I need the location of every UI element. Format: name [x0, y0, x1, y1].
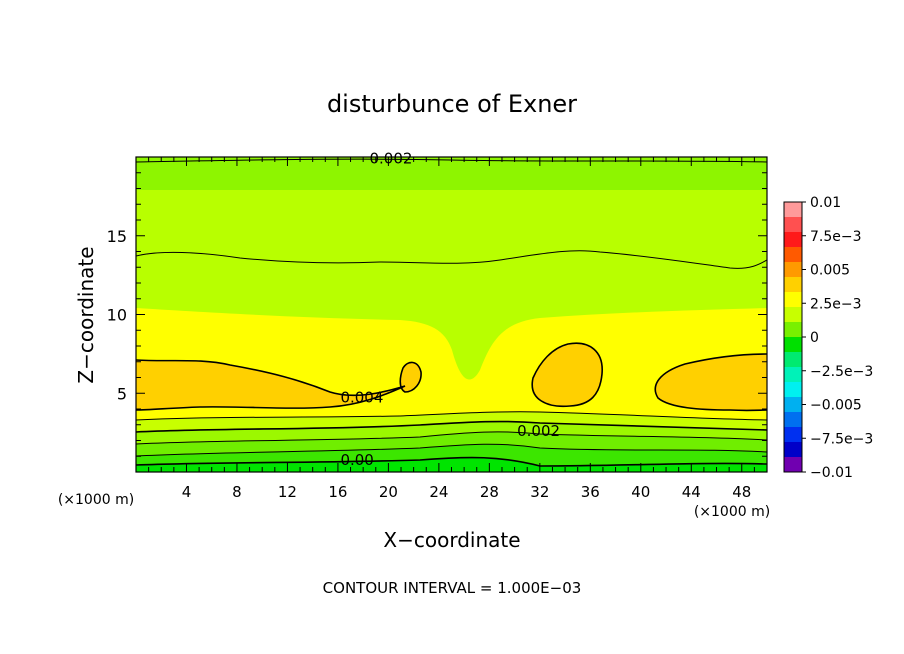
colorbar-label: −7.5e−3	[810, 431, 873, 447]
contour-label: 0.002	[369, 149, 412, 167]
chart-title: disturbunce of Exner	[327, 90, 577, 118]
x-tick-label: 16	[328, 483, 347, 501]
colorbar-swatch	[784, 412, 802, 428]
colorbar-swatch	[784, 202, 802, 218]
colorbar-label: −2.5e−3	[810, 364, 873, 380]
colorbar-swatch	[784, 262, 802, 278]
colorbar-swatch	[784, 247, 802, 263]
contour-label: 0.00	[340, 451, 373, 469]
colorbar-label: −0.01	[810, 465, 853, 481]
x-tick-label: 44	[682, 483, 701, 501]
y-tick-label: 5	[117, 384, 127, 403]
colorbar-swatch	[784, 337, 802, 353]
colorbar-swatch	[784, 427, 802, 443]
colorbar-swatch	[784, 352, 802, 368]
colorbar-swatch	[784, 232, 802, 248]
colorbar-swatch	[784, 457, 802, 473]
contour-interval-footer: CONTOUR INTERVAL = 1.000E−03	[323, 579, 582, 597]
x-axis-ticks: 4 8 12 16 20 24 28 32 36 40 44 48	[182, 483, 752, 501]
x-axis-unit: (×1000 m)	[694, 504, 770, 520]
x-tick-label: 36	[581, 483, 600, 501]
colorbar-label: 0.01	[810, 195, 841, 211]
x-tick-label: 12	[278, 483, 297, 501]
colorbar-label: 2.5e−3	[810, 296, 862, 312]
x-tick-label: 24	[429, 483, 448, 501]
y-axis-label: Z−coordinate	[74, 246, 98, 383]
colorbar-swatch	[784, 292, 802, 308]
colorbar-labels: 0.01 7.5e−3 0.005 2.5e−3 0 −2.5e−3 −0.005 −7.5e…	[802, 195, 873, 481]
colorbar-label: 0	[810, 330, 819, 346]
colorbar-swatch	[784, 277, 802, 293]
x-tick-label: 4	[182, 483, 192, 501]
x-tick-label: 32	[530, 483, 549, 501]
x-tick-label: 28	[480, 483, 499, 501]
colorbar-swatch	[784, 397, 802, 413]
x-axis-label: X−coordinate	[383, 528, 520, 552]
y-axis-unit: (×1000 m)	[58, 492, 134, 508]
y-axis-ticks: 5 10 15	[107, 227, 127, 404]
colorbar	[783, 201, 803, 473]
x-tick-label: 48	[732, 483, 751, 501]
colorbar-swatch	[784, 307, 802, 323]
contour-field	[136, 157, 767, 472]
x-tick-label: 20	[379, 483, 398, 501]
colorbar-label: 7.5e−3	[810, 229, 862, 245]
colorbar-swatch	[784, 367, 802, 383]
contour-label: 0.004	[340, 389, 383, 407]
x-tick-label: 40	[631, 483, 650, 501]
colorbar-swatch	[784, 382, 802, 398]
colorbar-label: 0.005	[810, 263, 850, 279]
x-tick-label: 8	[232, 483, 242, 501]
contour-label: 0.002	[517, 422, 560, 440]
contour-labels: 0.002 0.004 0.002 0.00	[340, 149, 560, 469]
y-tick-label: 10	[107, 306, 127, 325]
contour-lines	[136, 158, 767, 467]
colorbar-swatch	[784, 442, 802, 458]
colorbar-label: −0.005	[810, 398, 862, 414]
y-tick-label: 15	[107, 227, 127, 246]
plot-frame	[135, 156, 768, 473]
colorbar-swatch	[784, 217, 802, 233]
colorbar-swatch	[784, 322, 802, 338]
